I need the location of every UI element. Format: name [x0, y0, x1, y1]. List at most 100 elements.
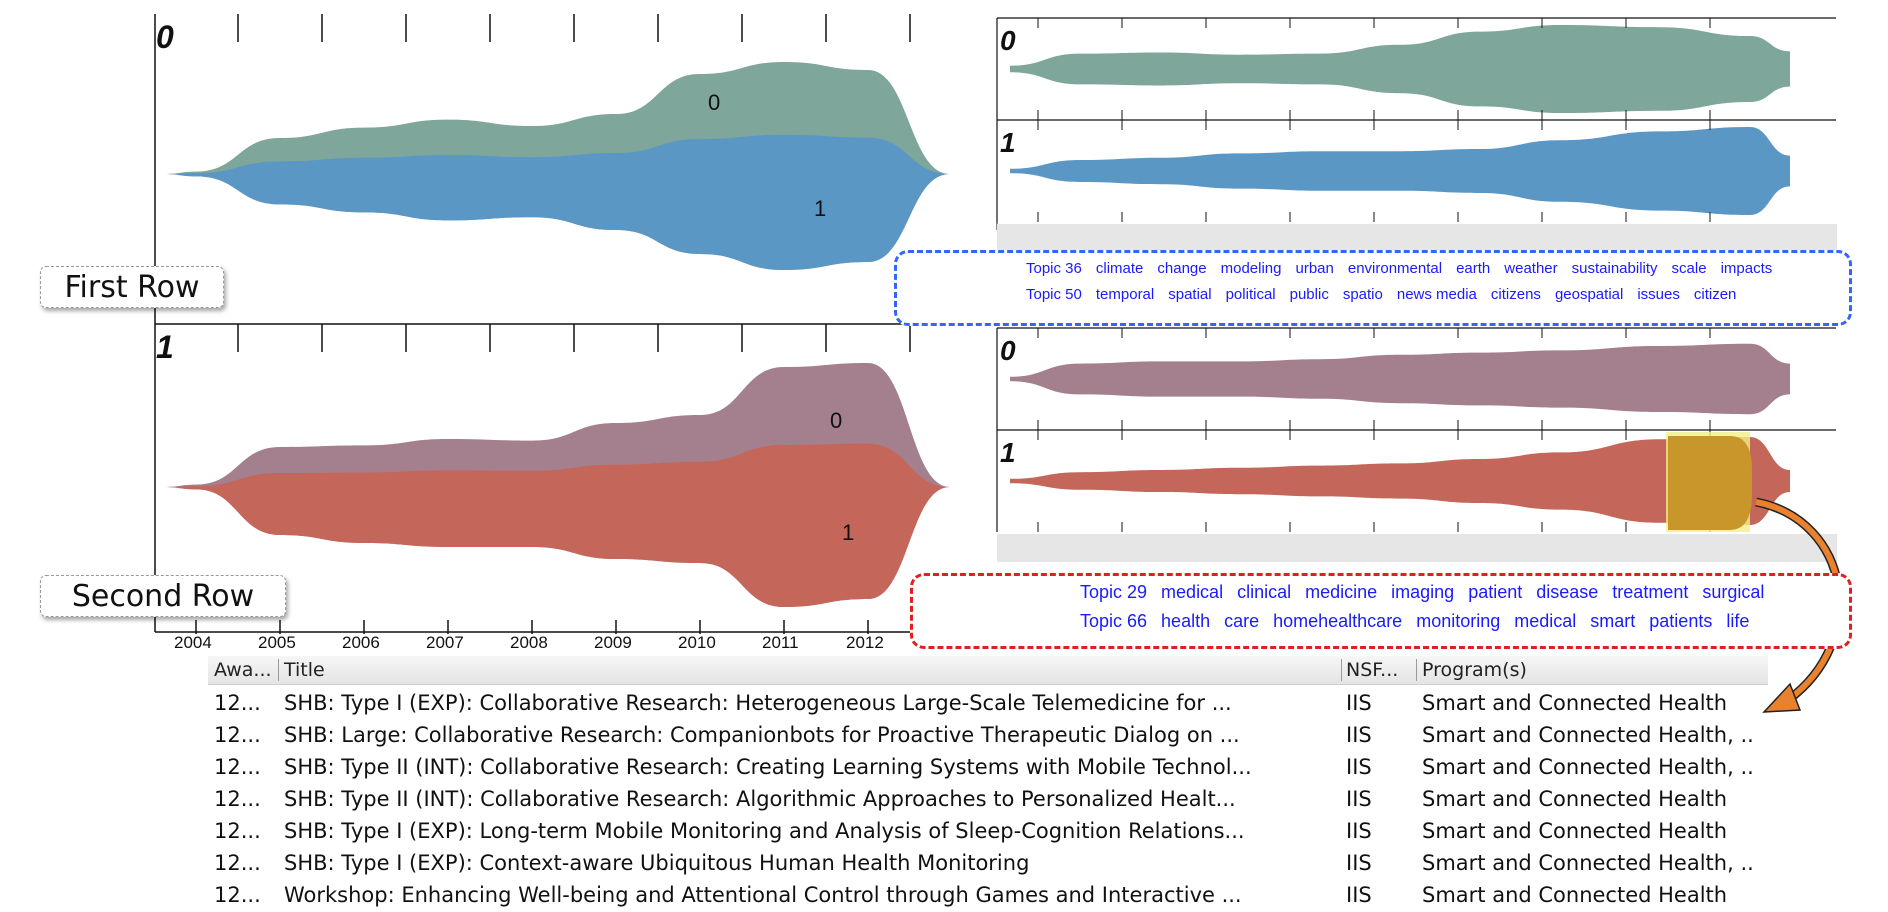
cell-award: 12...: [214, 819, 261, 843]
legend-keyword: scale: [1671, 260, 1707, 277]
legend-keyword: treatment: [1612, 582, 1689, 602]
cell-award: 12...: [214, 883, 261, 907]
cell-programs: Smart and Connected Health: [1422, 787, 1728, 811]
cell-nsf: IIS: [1346, 787, 1372, 811]
legend-keyword: environmental: [1347, 260, 1443, 277]
x-tick-label: 2004: [174, 633, 212, 652]
x-tick-label: 2008: [510, 633, 548, 652]
legend-keyword: sustainability: [1571, 260, 1658, 277]
table-body: 12... SHB: Type I (EXP): Collaborative Re…: [208, 685, 1768, 909]
legend-keyword: health: [1161, 611, 1211, 631]
legend-keyword: smart: [1590, 611, 1636, 631]
legend-keyword: medical: [1514, 611, 1577, 631]
legend-keyword: impacts: [1720, 260, 1773, 277]
small-multiple-first-row-topic-0: 0: [996, 17, 1836, 120]
small-multiple-first-row-topic-1: 1: [996, 119, 1836, 222]
small-multiple-second-row-topic-1: 1: [996, 429, 1836, 532]
stream-topic-1: [164, 134, 950, 270]
x-tick-label: 2007: [426, 633, 464, 652]
column-header-award[interactable]: Awa...: [214, 659, 272, 681]
legend-topic-66-keywords: Topic 66 health care homehealthcare monitori…: [1080, 611, 1763, 632]
cell-nsf: IIS: [1346, 755, 1372, 779]
table-row[interactable]: 12... SHB: Type II (INT): Collaborative R…: [208, 749, 1768, 781]
small-stream: [1010, 437, 1790, 525]
small-stream: [1010, 343, 1790, 415]
legend-keyword: life: [1726, 611, 1750, 631]
legend-keyword: patients: [1649, 611, 1713, 631]
second-row-main-chart: 0 1 1: [154, 324, 990, 633]
legend-keyword: medicine: [1305, 582, 1378, 602]
legend-keyword: monitoring: [1416, 611, 1501, 631]
legend-keyword: clinical: [1237, 582, 1292, 602]
table-row[interactable]: 12... SHB: Type I (EXP): Long-term Mobile…: [208, 813, 1768, 845]
cell-nsf: IIS: [1346, 851, 1372, 875]
legend-keyword: care: [1224, 611, 1260, 631]
column-separator[interactable]: [278, 659, 279, 681]
cell-programs: Smart and Connected Health, ..: [1422, 851, 1754, 875]
legend-keyword: patient: [1468, 582, 1523, 602]
column-header-programs[interactable]: Program(s): [1422, 659, 1527, 681]
table-row[interactable]: 12... SHB: Large: Collaborative Research:…: [208, 717, 1768, 749]
legend-keyword: spatial: [1168, 286, 1212, 303]
cell-nsf: IIS: [1346, 723, 1372, 747]
cell-title: SHB: Type I (EXP): Collaborative Researc…: [284, 691, 1232, 715]
column-separator[interactable]: [1341, 659, 1342, 681]
second-row-label: Second Row: [40, 575, 286, 617]
row-index-label: 1: [156, 329, 174, 365]
second-row-topic-legend[interactable]: [910, 573, 1852, 649]
cell-programs: Smart and Connected Health, ..: [1422, 755, 1754, 779]
cell-award: 12...: [214, 787, 261, 811]
small-stream: [1010, 25, 1790, 113]
small-index-label: 1: [1000, 437, 1016, 468]
first-row-main-chart: 0 1 0: [154, 14, 990, 325]
column-separator[interactable]: [1416, 659, 1417, 681]
legend-keyword: news media: [1396, 286, 1477, 303]
first-row-topic-legend[interactable]: [894, 250, 1852, 326]
cell-title: SHB: Type II (INT): Collaborative Resear…: [284, 755, 1252, 779]
legend-keyword: homehealthcare: [1273, 611, 1403, 631]
cell-title: Workshop: Enhancing Well-being and Atten…: [284, 883, 1242, 907]
legend-keyword: spatio: [1342, 286, 1383, 303]
table-row[interactable]: 12... Workshop: Enhancing Well-being and …: [208, 877, 1768, 909]
row-index-label: 0: [156, 19, 174, 55]
table-header: Awa... Title NSF... Program(s): [208, 656, 1768, 685]
x-tick-label: 2006: [342, 633, 380, 652]
column-header-nsf[interactable]: NSF...: [1346, 659, 1399, 681]
small-multiple-second-row-topic-0: 0: [996, 327, 1836, 430]
legend-topic-label[interactable]: Topic 66: [1080, 611, 1148, 631]
legend-topic-50-keywords: Topic 50 temporal spatial political public sp…: [1026, 286, 1750, 303]
cell-programs: Smart and Connected Health: [1422, 819, 1728, 843]
legend-keyword: citizen: [1693, 286, 1737, 303]
column-header-title[interactable]: Title: [284, 659, 325, 681]
legend-topic-label[interactable]: Topic 50: [1026, 286, 1082, 303]
table-row[interactable]: 12... SHB: Type I (EXP): Collaborative Re…: [208, 685, 1768, 717]
table-row[interactable]: 12... SHB: Type II (INT): Collaborative R…: [208, 781, 1768, 813]
stream-label-topic-0: 0: [830, 408, 842, 433]
cell-programs: Smart and Connected Health: [1422, 691, 1728, 715]
arrow-head: [1762, 682, 1802, 713]
x-tick-label: 2009: [594, 633, 632, 652]
x-tick-label: 2005: [258, 633, 296, 652]
x-tick-label: 2011: [762, 633, 799, 652]
legend-keyword: earth: [1456, 260, 1491, 277]
legend-keyword: imaging: [1391, 582, 1455, 602]
legend-keyword: surgical: [1702, 582, 1765, 602]
stream-topic-1: [164, 443, 950, 607]
cell-title: SHB: Large: Collaborative Research: Comp…: [284, 723, 1240, 747]
table-row[interactable]: 12... SHB: Type I (EXP): Context-aware Ub…: [208, 845, 1768, 877]
x-tick-label: 2012: [846, 633, 884, 652]
cell-award: 12...: [214, 723, 261, 747]
legend-keyword: disease: [1536, 582, 1599, 602]
cell-award: 12...: [214, 691, 261, 715]
legend-topic-label[interactable]: Topic 29: [1080, 582, 1148, 602]
cell-nsf: IIS: [1346, 691, 1372, 715]
legend-topic-label[interactable]: Topic 36: [1026, 260, 1082, 277]
legend-topic-36-keywords: Topic 36 climate change modeling urban enviro…: [1026, 260, 1786, 277]
legend-keyword: political: [1225, 286, 1276, 303]
legend-keyword: climate: [1095, 260, 1144, 277]
legend-keyword: geospatial: [1554, 286, 1624, 303]
legend-keyword: public: [1289, 286, 1329, 303]
legend-keyword: modeling: [1220, 260, 1282, 277]
stream-label-topic-1: 1: [842, 520, 854, 545]
small-index-label: 0: [1000, 335, 1016, 366]
